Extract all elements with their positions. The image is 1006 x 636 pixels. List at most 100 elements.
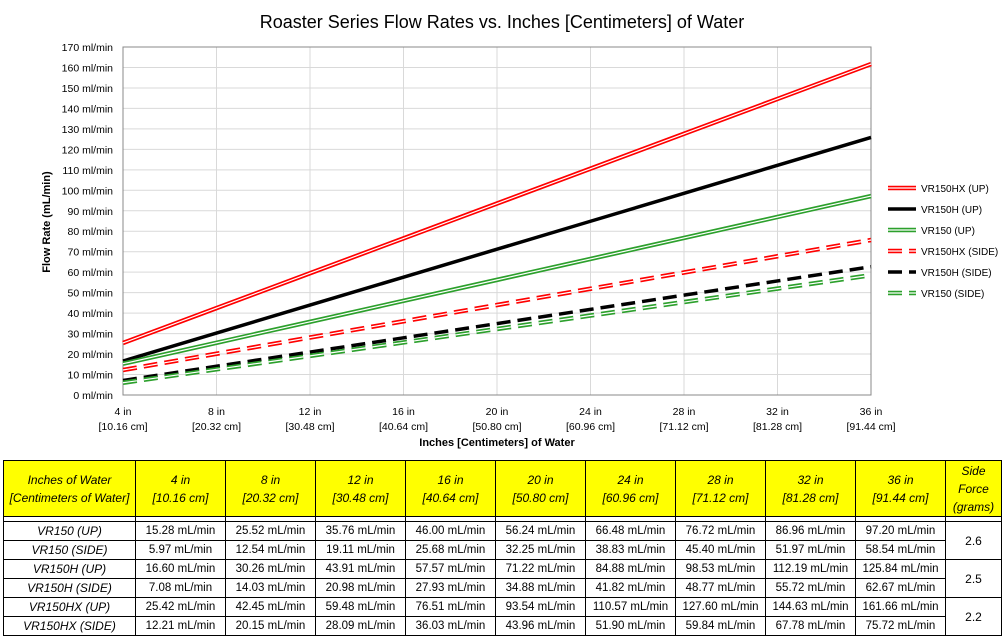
x-tick-label: 8 in — [208, 406, 225, 418]
value-cell: 76.72 mL/min — [675, 521, 766, 541]
value-cell: 25.52 mL/min — [225, 521, 316, 541]
y-tick-label: 80 ml/min — [67, 226, 113, 238]
value-cell: 12.54 mL/min — [225, 540, 316, 560]
y-tick-label: 140 ml/min — [62, 103, 114, 115]
legend-label: VR150 (SIDE) — [921, 289, 984, 300]
header-line: 28 in — [707, 472, 734, 487]
x-tick-label: 36 in — [860, 406, 883, 418]
table-body: Inches of Water [Centimeters of Water] 4 i… — [3, 460, 1002, 636]
value-cell: 36.03 mL/min — [405, 616, 496, 636]
value-cell: 20.15 mL/min — [225, 616, 316, 636]
x-tick-label: 24 in — [579, 406, 602, 418]
header-cell: 12 in [30.48 cm] — [315, 460, 406, 517]
value-cell: 38.83 mL/min — [585, 540, 676, 560]
y-tick-label: 150 ml/min — [62, 83, 114, 95]
value-cell: 45.40 mL/min — [675, 540, 766, 560]
table-header-row: Inches of Water [Centimeters of Water] 4 i… — [3, 460, 1002, 517]
x-tick-label: 20 in — [486, 406, 509, 418]
model-cell: VR150H (UP) — [3, 559, 136, 579]
series-line — [122, 264, 872, 383]
header-line: 24 in — [617, 472, 644, 487]
value-cell: 144.63 mL/min — [765, 597, 856, 617]
y-axis-title: Flow Rate (mL/min) — [41, 171, 53, 273]
y-tick-label: 70 ml/min — [67, 247, 113, 259]
spacer-cell — [945, 516, 1002, 522]
header-line: Side — [961, 463, 986, 478]
header-cell: 36 in [91.44 cm] — [855, 460, 946, 517]
legend-label: VR150H (SIDE) — [921, 268, 992, 279]
table-row: VR150HX (SIDE) 12.21 mL/min 20.15 mL/min 28… — [3, 616, 1002, 636]
x-tick-label: 16 in — [392, 406, 415, 418]
y-tick-label: 10 ml/min — [67, 370, 113, 382]
value-cell: 59.48 mL/min — [315, 597, 406, 617]
header-line: [20.32 cm] — [242, 490, 299, 505]
x-tick-sublabel: [71.12 cm] — [659, 421, 708, 433]
header-cell-first: Inches of Water [Centimeters of Water] — [3, 460, 136, 517]
value-cell: 127.60 mL/min — [675, 597, 766, 617]
series-line-inner — [122, 195, 872, 365]
header-line: [50.80 cm] — [512, 490, 569, 505]
y-tick-label: 160 ml/min — [62, 62, 114, 74]
value-cell: 86.96 mL/min — [765, 521, 856, 541]
header-cell: 16 in [40.64 cm] — [405, 460, 496, 517]
legend-label: VR150 (UP) — [921, 226, 975, 237]
model-cell: VR150HX (UP) — [3, 597, 136, 617]
value-cell: 56.24 mL/min — [495, 521, 586, 541]
header-line: [71.12 cm] — [692, 490, 749, 505]
x-tick-label: 32 in — [766, 406, 789, 418]
x-tick-sublabel: [50.80 cm] — [472, 421, 521, 433]
value-cell: 76.51 mL/min — [405, 597, 496, 617]
table-row: VR150 (UP) 15.28 mL/min 25.52 mL/min 35.76 … — [3, 521, 1002, 560]
table-spacer-row — [3, 516, 1002, 522]
value-cell: 59.84 mL/min — [675, 616, 766, 636]
value-cell: 42.45 mL/min — [225, 597, 316, 617]
value-cell: 71.22 mL/min — [495, 559, 586, 579]
legend-label: VR150H (UP) — [921, 205, 982, 216]
value-cell: 55.72 mL/min — [765, 578, 856, 598]
header-line: 16 in — [437, 472, 464, 487]
header-cell-side-force: Side Force (grams) — [945, 460, 1002, 517]
header-line: [Centimeters of Water] — [9, 490, 130, 505]
x-tick-sublabel: [30.48 cm] — [285, 421, 334, 433]
header-line: [91.44 cm] — [872, 490, 929, 505]
value-cell: 161.66 mL/min — [855, 597, 946, 617]
header-cell: 4 in [10.16 cm] — [135, 460, 226, 517]
side-force-cell: 2.6 — [945, 521, 1002, 560]
table-row: VR150 (SIDE) 5.97 mL/min 12.54 mL/min 19.11… — [3, 540, 1002, 560]
x-tick-sublabel: [91.44 cm] — [846, 421, 895, 433]
model-cell: VR150 (UP) — [3, 521, 136, 541]
header-cell: 20 in [50.80 cm] — [495, 460, 586, 517]
value-cell: 57.57 mL/min — [405, 559, 496, 579]
header-line: [81.28 cm] — [782, 490, 839, 505]
table-row: VR150H (SIDE) 7.08 mL/min 14.03 mL/min 20.9… — [3, 578, 1002, 598]
chart-title: Roaster Series Flow Rates vs. Inches [Ce… — [260, 12, 745, 32]
header-line: 20 in — [527, 472, 554, 487]
model-cell: VR150HX (SIDE) — [3, 616, 136, 636]
header-line: Force — [958, 481, 989, 496]
value-cell: 62.67 mL/min — [855, 578, 946, 598]
grid-lines — [122, 46, 872, 396]
y-tick-label: 170 ml/min — [62, 42, 114, 54]
flow-rate-table: Inches of Water [Centimeters of Water] 4 i… — [3, 460, 1002, 636]
value-cell: 43.91 mL/min — [315, 559, 406, 579]
value-cell: 32.25 mL/min — [495, 540, 586, 560]
x-tick-label: 4 in — [115, 406, 132, 418]
value-cell: 58.54 mL/min — [855, 540, 946, 560]
header-line: 8 in — [260, 472, 281, 487]
header-line: Inches of Water — [27, 472, 112, 487]
header-line: 4 in — [170, 472, 191, 487]
x-tick-label: 12 in — [299, 406, 322, 418]
header-cell: 24 in [60.96 cm] — [585, 460, 676, 517]
table-row: VR150H (UP) 16.60 mL/min 30.26 mL/min 43.91… — [3, 559, 1002, 598]
y-tick-label: 120 ml/min — [62, 144, 114, 156]
series-line-inner — [122, 63, 872, 344]
header-line: 12 in — [347, 472, 374, 487]
value-cell: 30.26 mL/min — [225, 559, 316, 579]
series-lines — [122, 61, 872, 386]
model-cell: VR150H (SIDE) — [3, 578, 136, 598]
value-cell: 27.93 mL/min — [405, 578, 496, 598]
y-tick-label: 110 ml/min — [62, 165, 113, 177]
value-cell: 16.60 mL/min — [135, 559, 226, 579]
x-tick-sublabel: [60.96 cm] — [566, 421, 615, 433]
header-cell: 32 in [81.28 cm] — [765, 460, 856, 517]
